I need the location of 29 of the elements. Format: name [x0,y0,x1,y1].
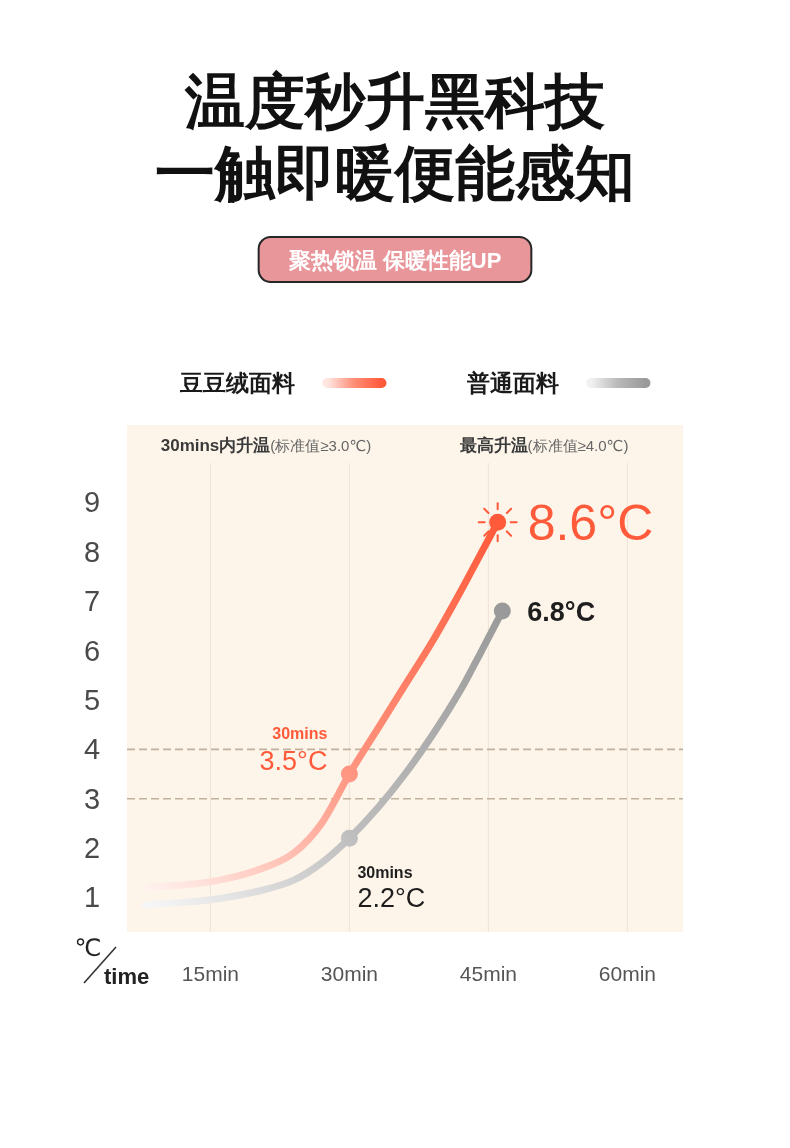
data-label: 30mins 3.5°C [259,725,328,777]
point [489,513,507,531]
legend-label: 豆豆绒面料 [178,370,295,396]
y-tick-label: 2 [83,832,101,865]
y-tick-label: 7 [83,585,101,618]
text: 最高升温(标准值≥4.0℃) [458,436,629,455]
y-tick-label: 3 [83,782,101,815]
point [340,829,358,847]
point [340,765,358,783]
chart-title: 温度秒升黑科技一触即暖便能感知 [155,68,635,207]
data-label: 6.8°C [527,596,596,627]
chart-subtitle: 聚热锁温 保暖性能UP [287,248,502,273]
y-tick-label: 1 [83,881,101,914]
point [493,602,511,620]
x-tick-label: 60min [598,962,656,985]
x-tick-label: 15min [181,962,239,985]
text: 30mins内升温(标准值≥3.0℃) [160,436,372,455]
x-tick-label: 30min [320,962,378,985]
y-tick-label: 5 [83,683,101,716]
y-tick-label: 6 [83,634,101,667]
y-tick-label: 4 [83,733,101,766]
data-label: 30mins 2.2°C [357,864,426,914]
y-axis-title: ℃ [74,934,102,961]
y-tick-label: 8 [83,535,101,568]
x-tick-label: 45min [459,962,517,985]
x-axis-title: time [104,964,150,989]
legend-label: 普通面料 [465,370,559,396]
y-tick-label: 9 [83,486,101,519]
data-label: 8.6°C [527,495,654,552]
